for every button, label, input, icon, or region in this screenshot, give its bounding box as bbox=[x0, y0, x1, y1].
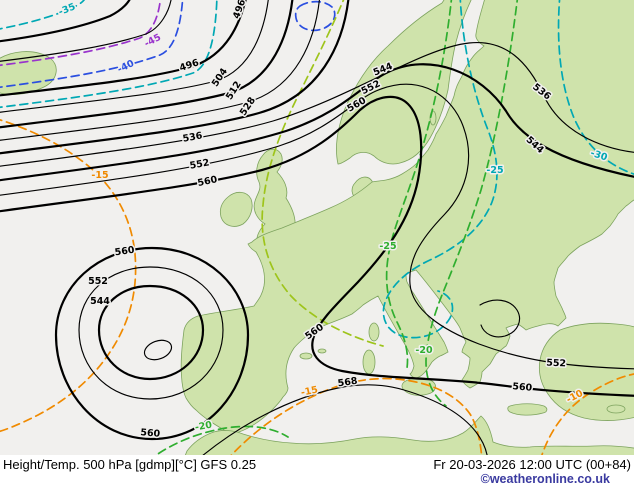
height-contour-536 bbox=[0, 41, 634, 167]
height-contour-560 bbox=[0, 95, 634, 397]
land-cyprus bbox=[606, 404, 626, 414]
isotherm-minus35 bbox=[0, 0, 218, 109]
height-contour-552 bbox=[0, 83, 634, 370]
contour-label-544: 544 bbox=[90, 296, 110, 307]
isotherm-minus15-west bbox=[0, 119, 137, 433]
contour-label-560: 560 bbox=[114, 245, 136, 259]
height-contour-480 bbox=[0, 0, 131, 43]
land-ireland bbox=[220, 191, 253, 227]
land-mallorca bbox=[299, 352, 313, 360]
contour-label--25: -25 bbox=[379, 241, 396, 252]
land-menorca bbox=[317, 348, 327, 354]
map-title: Height/Temp. 500 hPa [gdmp][°C] GFS 0.25 bbox=[3, 457, 257, 472]
height-contour-528 bbox=[0, 0, 350, 155]
isotherm-minus30-east bbox=[557, 0, 634, 175]
contour-label-560: 560 bbox=[140, 427, 161, 440]
height-contour-504 bbox=[0, 0, 269, 113]
isotherm-minus45 bbox=[0, 0, 162, 67]
copyright-line: ©weatheronline.co.uk bbox=[0, 472, 634, 486]
isotherm-minus25-green bbox=[385, 0, 453, 369]
height-contour-552-cutoff-low bbox=[78, 266, 224, 400]
contour-label-552: 552 bbox=[88, 276, 108, 287]
contour-label-568: 568 bbox=[337, 376, 359, 390]
land-crete bbox=[507, 403, 548, 416]
land-scandinavia bbox=[336, 0, 472, 165]
copyright: ©weatheronline.co.uk bbox=[480, 472, 610, 486]
caption-line: Height/Temp. 500 hPa [gdmp][°C] GFS 0.25… bbox=[0, 455, 634, 472]
temperature-contours bbox=[0, 0, 634, 455]
land-corsica bbox=[368, 322, 380, 342]
caption-bar: Height/Temp. 500 hPa [gdmp][°C] GFS 0.25… bbox=[0, 455, 634, 490]
height-contour-520 bbox=[0, 0, 320, 141]
height-contour-488 bbox=[0, 0, 172, 62]
height-contour-568 bbox=[202, 384, 488, 455]
height-contour-544 bbox=[0, 63, 634, 182]
land-north-africa bbox=[184, 415, 634, 455]
isotherm-minus10-southeast bbox=[541, 373, 634, 455]
contour-label-552: 552 bbox=[546, 357, 566, 369]
height-contours bbox=[0, 0, 634, 455]
height-contour-hook-greece bbox=[479, 299, 521, 338]
isotherm-minus20-green bbox=[425, 0, 519, 407]
height-contour-544-cutoff-low bbox=[97, 284, 205, 381]
landmasses bbox=[0, 0, 634, 455]
isotherm-minus40-closed bbox=[294, 0, 336, 32]
height-contour-560-cutoff-low bbox=[54, 246, 250, 441]
isotherm-lightgreen-uk bbox=[261, 0, 384, 347]
map-valid-time: Fr 20-03-2026 12:00 UTC (00+84) bbox=[433, 457, 631, 472]
isotherm-minus15-south bbox=[230, 377, 483, 455]
isotherm-minus35-nw bbox=[0, 0, 86, 30]
contour-label--20: -20 bbox=[194, 420, 213, 434]
contour-label-560: 560 bbox=[512, 381, 533, 394]
land-turkey bbox=[539, 322, 634, 421]
land-sardinia bbox=[362, 349, 376, 375]
isotherm-minus20-africa bbox=[154, 425, 289, 455]
weather-map: 4964965045125285365525605445525605365445… bbox=[0, 0, 634, 455]
contour-label--25: -25 bbox=[486, 165, 503, 176]
contour-label-552: 552 bbox=[189, 157, 210, 171]
isotherm-minus40 bbox=[0, 0, 184, 89]
contour-label--15: -15 bbox=[300, 384, 319, 398]
contour-label-536: 536 bbox=[182, 130, 204, 144]
contour-label--20: -20 bbox=[415, 345, 433, 356]
isotherm-minus25-cyan bbox=[382, 0, 498, 339]
height-contour-inner-cutoff-low bbox=[143, 339, 173, 361]
height-contour-512 bbox=[0, 0, 294, 129]
height-contour-496 bbox=[0, 0, 247, 97]
contour-label--15: -15 bbox=[91, 170, 108, 181]
